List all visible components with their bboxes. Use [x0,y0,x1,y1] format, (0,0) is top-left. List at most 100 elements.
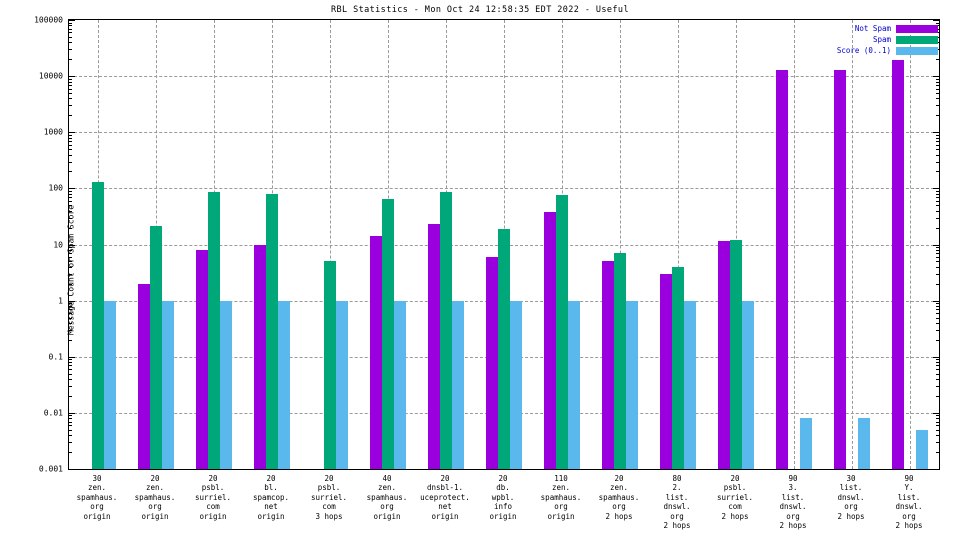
y-minor-tick [68,273,72,275]
y-minor-tick [936,28,940,30]
y-minor-tick [68,339,72,341]
y-tick-label: 100000 [34,15,63,25]
bar [278,300,290,469]
y-minor-tick [68,93,72,95]
y-minor-tick [68,137,72,139]
y-minor-tick [936,200,940,202]
x-tick-label: 30 list. dnswl. org 2 hops [837,474,865,521]
bar [208,192,220,469]
y-minor-tick [936,193,940,195]
y-tick [68,356,75,358]
y-minor-tick [68,25,72,27]
bar [498,228,510,469]
y-minor-tick [936,303,940,305]
y-minor-tick [68,134,72,136]
grid-line-vertical [794,20,795,469]
y-minor-tick [936,210,940,212]
y-minor-tick [936,379,940,381]
x-axis-labels: 30 zen. spamhaus. org origin 20 zen. spam… [68,474,940,540]
y-minor-tick [936,115,940,117]
y-minor-tick [68,435,72,437]
x-tick-label: 20 psbl. surriel. com 3 hops [310,474,348,521]
y-tick [933,412,940,414]
y-minor-tick [68,32,72,34]
y-axis-label: Message Count or Spam Score [66,204,76,336]
legend-swatch [896,24,938,33]
y-minor-tick [936,93,940,95]
x-tick-label: 90 Y. list. dnswl. org 2 hops [895,474,923,531]
y-minor-tick [68,210,72,212]
y-minor-tick [936,134,940,136]
y-minor-tick [936,249,940,251]
y-minor-tick [68,190,72,192]
y-tick [68,188,75,190]
x-tick-label: 20 bl. spamcop. net origin [252,474,290,521]
bar [916,429,928,469]
y-minor-tick [936,369,940,371]
y-minor-tick [936,313,940,315]
y-minor-tick [936,266,940,268]
bar [428,224,440,469]
y-minor-tick [936,435,940,437]
bar [254,244,266,469]
y-minor-tick [68,88,72,90]
x-tick-label: 20 dnsbl-1. uceprotect. net origin [420,474,470,521]
y-minor-tick [936,261,940,263]
bar [602,261,614,469]
y-minor-tick [68,442,72,444]
y-minor-tick [936,362,940,364]
y-minor-tick [68,22,72,24]
y-minor-tick [68,421,72,423]
y-minor-tick [68,317,72,319]
y-minor-tick [68,227,72,229]
y-minor-tick [68,200,72,202]
x-tick-label: 20 zen. spamhaus. org origin [134,474,176,521]
grid-line-vertical [330,20,331,469]
y-minor-tick [936,283,940,285]
grid-line-vertical [620,20,621,469]
y-minor-tick [68,84,72,86]
y-tick [933,469,940,470]
y-minor-tick [936,140,940,142]
y-minor-tick [936,98,940,100]
x-tick-label: 20 psbl. surriel. com origin [194,474,232,521]
y-minor-tick [68,144,72,146]
y-minor-tick [68,253,72,255]
y-minor-tick [936,415,940,417]
y-minor-tick [936,339,940,341]
y-tick-label: 0.01 [43,408,63,418]
bar [800,418,812,469]
y-minor-tick [936,137,940,139]
bar [776,69,788,469]
y-tick-label: 0.1 [48,352,63,362]
x-tick-label: 110 zen. spamhaus. org origin [540,474,582,521]
y-minor-tick [68,418,72,420]
y-minor-tick [68,217,72,219]
y-minor-tick [936,256,940,258]
bar [892,60,904,469]
y-minor-tick [936,81,940,83]
y-minor-tick [936,247,940,249]
y-minor-tick [68,313,72,315]
y-minor-tick [68,193,72,195]
y-minor-tick [936,25,940,27]
bar [196,249,208,469]
y-minor-tick [68,369,72,371]
y-minor-tick [68,78,72,80]
y-minor-tick [68,395,72,397]
bar [684,300,696,469]
y-minor-tick [936,205,940,207]
y-minor-tick [936,421,940,423]
y-minor-tick [68,373,72,375]
y-minor-tick [936,32,940,34]
y-minor-tick [68,81,72,83]
y-minor-tick [68,386,72,388]
y-minor-tick [68,306,72,308]
bar [150,226,162,469]
y-minor-tick [936,418,940,420]
x-tick-label: 20 db. wpbl. info origin [489,474,517,521]
y-minor-tick [68,415,72,417]
plot-area: 100000 10000 1000 100 10 1 0.1 0.01 0.001 [34,16,940,474]
y-minor-tick [936,217,940,219]
bar [220,300,232,469]
